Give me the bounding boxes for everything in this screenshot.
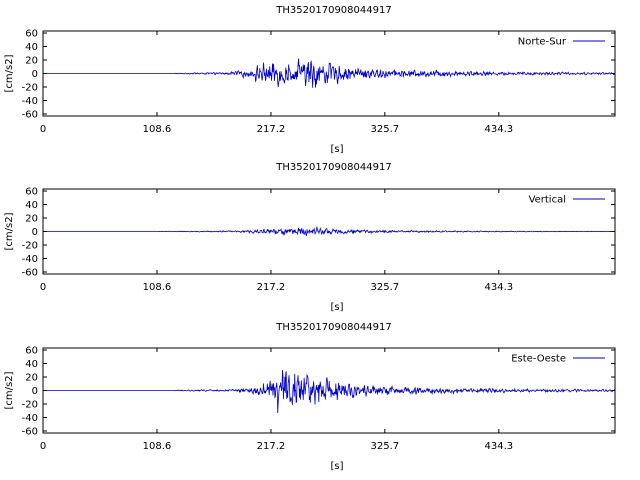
x-tick-label: 0 — [40, 124, 46, 135]
plot-frame — [42, 188, 616, 275]
chart-title: TH3520170908044917 — [275, 162, 391, 173]
y-tick-label: -40 — [22, 413, 38, 424]
x-tick-label: 217.2 — [257, 441, 286, 452]
y-tick-label: 40 — [25, 200, 38, 211]
plot-frame — [42, 347, 616, 434]
x-tick-label: 325.7 — [371, 441, 400, 452]
x-tick-label: 325.7 — [371, 124, 400, 135]
y-axis-label: [cm/s2] — [4, 54, 15, 92]
x-tick-label: 0 — [40, 441, 46, 452]
x-tick-label: 434.3 — [484, 124, 513, 135]
y-tick-label: -20 — [22, 82, 38, 93]
y-tick-label: -60 — [22, 109, 38, 120]
y-tick-label: 40 — [25, 359, 38, 370]
x-tick-label: 108.6 — [143, 124, 172, 135]
legend-label: Norte-Sur — [518, 37, 567, 48]
x-axis-label: [s] — [330, 461, 343, 472]
legend-label: Vertical — [529, 195, 566, 206]
series-line-vertical — [43, 226, 615, 237]
y-tick-label: -40 — [22, 96, 38, 107]
y-tick-label: 20 — [25, 56, 38, 67]
y-tick-label: 40 — [25, 42, 38, 53]
y-tick-label: -60 — [22, 267, 38, 278]
y-tick-label: 60 — [25, 29, 38, 40]
y-tick-label: 20 — [25, 214, 38, 225]
series-line-norte-sur — [43, 58, 616, 88]
y-tick-label: 60 — [25, 187, 38, 198]
y-tick-label: 0 — [32, 69, 38, 80]
y-axis-label: [cm/s2] — [4, 371, 15, 409]
chart-title: TH3520170908044917 — [275, 5, 391, 16]
x-tick-label: 217.2 — [257, 282, 286, 293]
y-tick-label: 60 — [25, 346, 38, 357]
y-tick-label: 0 — [32, 227, 38, 238]
x-axis-label: [s] — [330, 302, 343, 313]
y-tick-label: -40 — [22, 254, 38, 265]
x-tick-label: 0 — [40, 282, 46, 293]
series-line-este-oeste — [43, 370, 616, 414]
x-tick-label: 325.7 — [371, 282, 400, 293]
y-tick-label: -20 — [22, 399, 38, 410]
x-tick-label: 108.6 — [143, 441, 172, 452]
chart-title: TH3520170908044917 — [275, 322, 391, 333]
x-tick-label: 108.6 — [143, 282, 172, 293]
legend-label: Este-Oeste — [511, 354, 566, 365]
y-tick-label: -60 — [22, 426, 38, 437]
x-axis-label: [s] — [330, 144, 343, 155]
x-tick-label: 217.2 — [257, 124, 286, 135]
y-tick-label: 0 — [32, 386, 38, 397]
x-tick-label: 434.3 — [484, 282, 513, 293]
y-tick-label: 20 — [25, 373, 38, 384]
y-tick-label: -20 — [22, 240, 38, 251]
x-tick-label: 434.3 — [484, 441, 513, 452]
plot-frame — [42, 30, 616, 117]
y-axis-label: [cm/s2] — [4, 212, 15, 250]
